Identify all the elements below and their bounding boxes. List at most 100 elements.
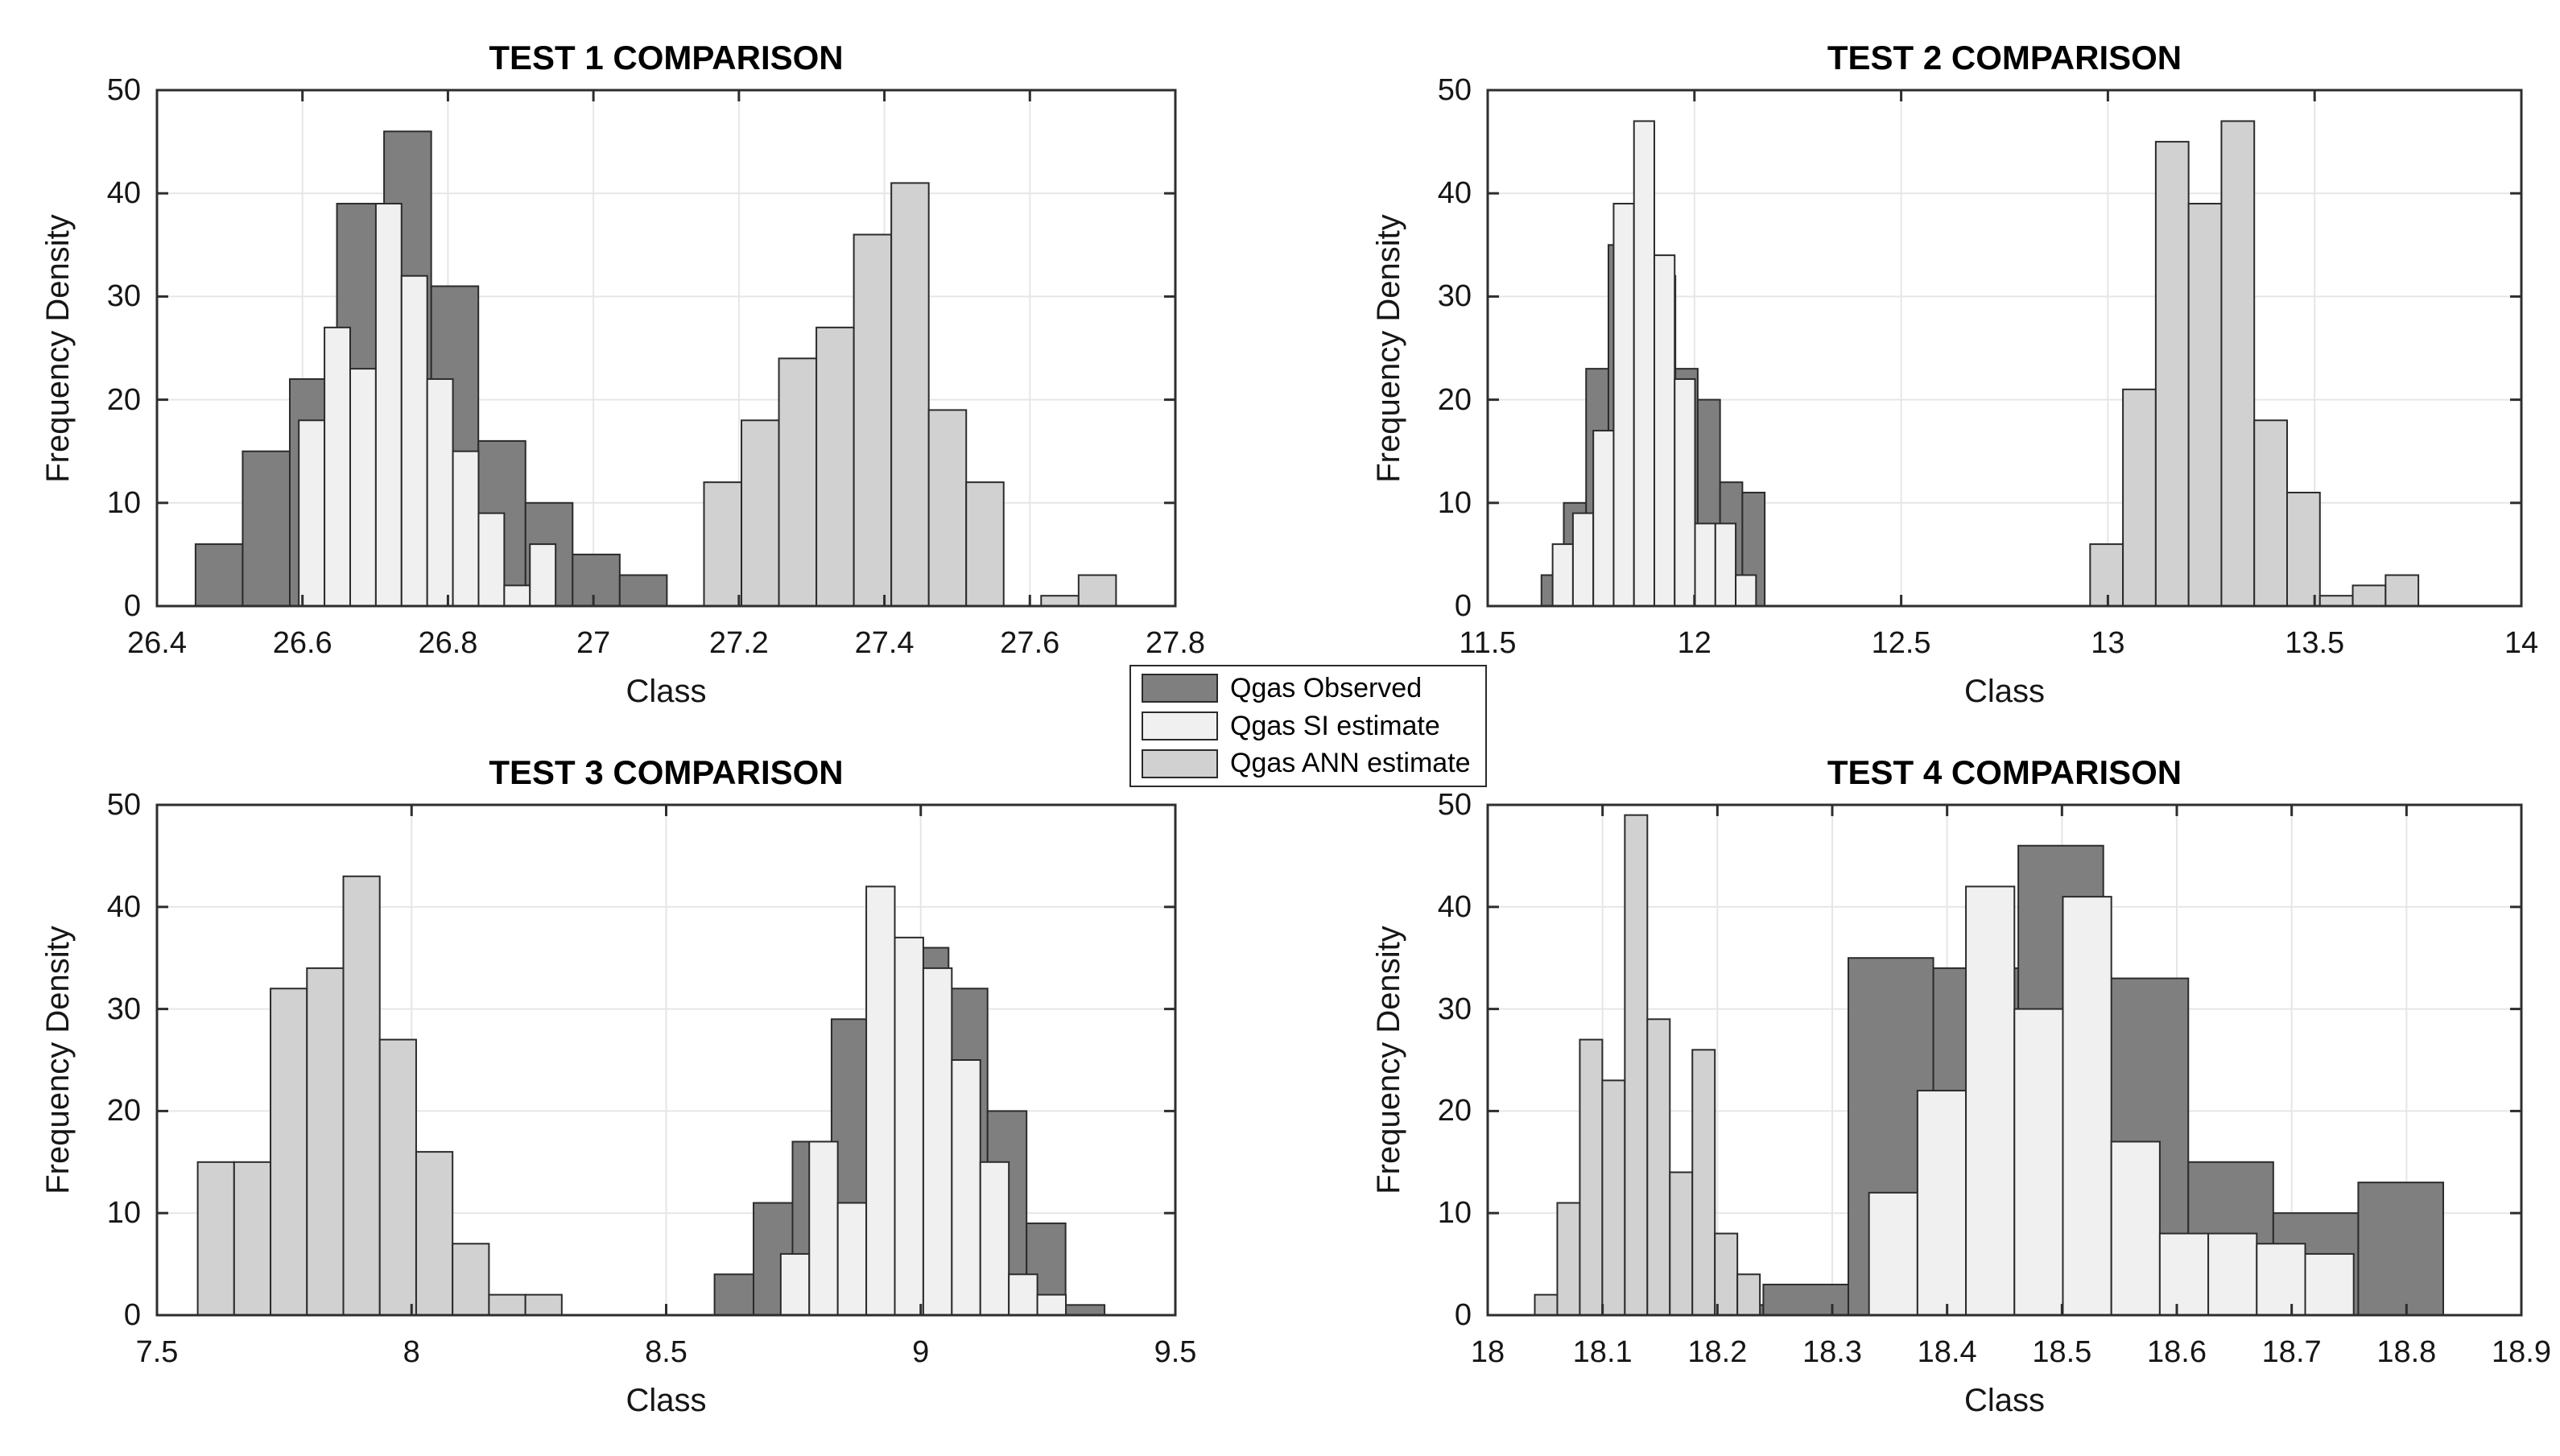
histogram-bar (1653, 254, 1676, 607)
y-tick-label: 50 (106, 73, 141, 107)
histogram-bar (306, 967, 345, 1316)
histogram-bar (1646, 1018, 1671, 1317)
y-tick-label: 50 (1437, 788, 1472, 822)
histogram-bar (1669, 1171, 1694, 1316)
legend-label-observed: Qgas Observed (1230, 672, 1422, 703)
histogram-bar (2207, 1232, 2258, 1317)
x-tick-label: 9.5 (1154, 1335, 1197, 1369)
x-tick-label: 27.4 (854, 626, 915, 660)
histogram-bar (1694, 522, 1716, 607)
histogram-bar (703, 481, 743, 607)
legend-item-qgas-si-estimate: Qgas SI estimate (1131, 711, 1485, 742)
histogram-bar (865, 885, 896, 1316)
histogram-bar (815, 326, 855, 607)
tick-marks (155, 89, 1177, 608)
x-tick-label: 8.5 (645, 1335, 687, 1369)
histogram-bar (979, 1161, 1010, 1317)
legend-swatch-si-icon (1142, 712, 1218, 740)
x-tick-label: 13 (2091, 626, 2125, 660)
legend-swatch-observed-icon (1142, 674, 1218, 703)
histogram-bar (1579, 1038, 1604, 1316)
y-tick-label: 0 (123, 1298, 141, 1332)
histogram-bar (452, 1243, 490, 1316)
histogram-bar (233, 1161, 272, 1317)
tick-marks (1486, 803, 2523, 1317)
x-tick-label: 13.5 (2285, 626, 2345, 660)
histogram-bar (2013, 1008, 2064, 1316)
histogram-bar (1601, 1079, 1626, 1316)
histogram-bar (2385, 574, 2420, 607)
x-tick-label: 18.3 (1802, 1335, 1862, 1369)
legend-item-qgas-observed: Qgas Observed (1131, 673, 1485, 704)
y-tick-label: 0 (123, 589, 141, 623)
series-qgas-ann-estimate (703, 182, 1117, 608)
y-tick-label: 0 (1454, 1298, 1472, 1332)
histogram-bar (927, 409, 968, 608)
legend-label-ann: Qgas ANN estimate (1230, 748, 1471, 779)
x-tick-label: 18.8 (2376, 1335, 2437, 1369)
y-tick-label: 50 (106, 788, 141, 822)
plot-title-test-3: TEST 3 COMPARISON (489, 753, 844, 791)
histogram-bar (2089, 543, 2124, 608)
histogram-bar (2158, 1232, 2210, 1317)
x-tick-label: 9 (912, 1335, 930, 1369)
x-tick-label: 26.8 (418, 626, 478, 660)
y-tick-label: 30 (1437, 279, 1472, 314)
histogram-bar (836, 1202, 868, 1317)
series-qgas-ann-estimate (1534, 814, 1761, 1317)
y-tick-label: 10 (1437, 485, 1472, 520)
tick-marks (155, 803, 1177, 1317)
histogram-bar (2256, 1243, 2306, 1316)
y-tick-label: 20 (106, 382, 141, 417)
x-tick-label: 18.9 (2492, 1335, 2551, 1369)
series-qgas-ann-estimate (2089, 120, 2420, 608)
x-tick-label: 18.4 (1917, 1335, 1977, 1369)
axes-box (155, 89, 1177, 608)
x-axis-label: Class (1963, 674, 2046, 709)
histogram-bar (1556, 1202, 1581, 1317)
x-tick-label: 18.1 (1572, 1335, 1633, 1369)
histogram-bar (2110, 1140, 2161, 1316)
plot-title-test-4: TEST 4 COMPARISON (1827, 753, 2182, 791)
x-tick-label: 26.6 (272, 626, 332, 660)
x-tick-label: 7.5 (135, 1335, 179, 1369)
x-tick-label: 14 (2504, 626, 2539, 660)
legend-item-qgas-ann-estimate: Qgas ANN estimate (1131, 748, 1485, 779)
y-tick-label: 20 (1437, 382, 1472, 417)
histogram-bar (1714, 1232, 1739, 1317)
x-axis-label: Class (626, 1383, 707, 1418)
axes-box (1486, 89, 2523, 608)
x-tick-label: 27.6 (1000, 626, 1060, 660)
y-tick-label: 0 (1454, 589, 1472, 623)
y-tick-label: 10 (106, 1196, 141, 1231)
histogram-bar (342, 875, 381, 1316)
series-qgas-ann-estimate (196, 875, 563, 1317)
histogram-bar (2122, 388, 2157, 607)
histogram-bar (2062, 896, 2112, 1316)
histogram-bar (524, 1293, 563, 1317)
x-tick-label: 18.5 (2032, 1335, 2092, 1369)
y-tick-label: 50 (1437, 73, 1472, 107)
histogram-bar (1736, 1273, 1761, 1317)
histogram-bar (1633, 120, 1655, 607)
series-qgas-si-estimate (1868, 885, 2355, 1317)
legend: Qgas Observed Qgas SI estimate Qgas ANN … (1129, 665, 1487, 787)
x-tick-label: 27 (576, 626, 611, 660)
series-qgas-si-estimate (1551, 120, 1757, 608)
histogram-bar (400, 274, 428, 607)
x-tick-label: 12.5 (1871, 626, 1931, 660)
plot-title-test-2: TEST 2 COMPARISON (1827, 39, 2182, 76)
x-axis-label: Class (626, 674, 707, 709)
histogram-bar (1624, 814, 1649, 1316)
axes-box (1486, 803, 2523, 1317)
y-tick-label: 10 (1437, 1196, 1472, 1231)
plot-title-test-1: TEST 1 COMPARISON (489, 39, 844, 76)
histogram-bar (298, 419, 326, 607)
histogram-bar (1008, 1273, 1038, 1317)
